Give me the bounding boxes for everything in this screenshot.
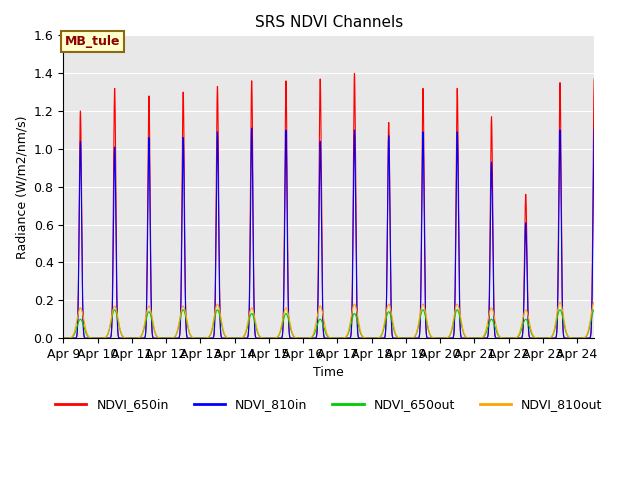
NDVI_810in [591,125,598,131]
NDVI_810out [591,300,598,305]
NDVI_810in [250,262,257,267]
NDVI_810in [284,208,291,214]
Legend: NDVI_650in, NDVI_810in, NDVI_650out, NDVI_810out: NDVI_650in, NDVI_810in, NDVI_650out, NDV… [50,393,607,416]
Line: NDVI_650in: NDVI_650in [63,73,595,338]
NDVI_650in [284,179,291,184]
NDVI_650in [591,76,598,82]
Y-axis label: Radiance (W/m2/nm/s): Radiance (W/m2/nm/s) [15,115,28,259]
NDVI_810out [243,325,250,331]
NDVI_650in [522,192,529,197]
NDVI_810out [471,336,479,341]
NDVI_650out [522,316,529,322]
Title: SRS NDVI Channels: SRS NDVI Channels [255,15,403,30]
NDVI_810out [274,334,282,339]
NDVI_810out [522,307,529,312]
NDVI_650out [274,334,282,340]
NDVI_810in [522,220,529,226]
X-axis label: Time: Time [314,367,344,380]
NDVI_650out [243,327,250,333]
Line: NDVI_810in: NDVI_810in [63,128,595,338]
NDVI_810in [243,336,250,341]
NDVI_810in [274,336,282,341]
NDVI_810in [60,336,67,341]
NDVI_650out [591,307,598,312]
Line: NDVI_650out: NDVI_650out [63,310,595,338]
NDVI_650in [250,245,257,251]
NDVI_810out [284,307,291,312]
NDVI_650in [351,71,358,76]
NDVI_650out [60,336,67,341]
Line: NDVI_810out: NDVI_810out [63,302,595,338]
NDVI_810in [471,336,479,341]
NDVI_650in [243,336,250,341]
NDVI_650out [284,312,291,318]
Text: MB_tule: MB_tule [65,35,120,48]
NDVI_810out [60,336,67,341]
NDVI_650out [471,336,479,341]
NDVI_650in [274,336,282,341]
NDVI_650in [471,336,479,341]
NDVI_650out [250,314,257,320]
NDVI_810out [250,309,257,314]
NDVI_650in [60,336,67,341]
